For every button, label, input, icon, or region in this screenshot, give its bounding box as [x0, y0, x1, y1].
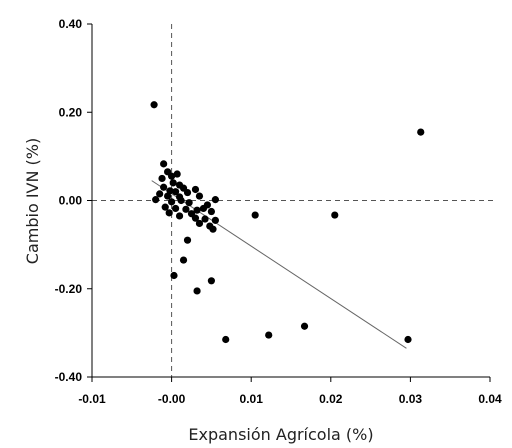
- tick-labels: -0.01 -0.00 0.01 0.02 0.03 0.04 -0.40 -0.20 0.00…: [55, 17, 502, 406]
- data-point: [195, 219, 204, 228]
- data-point: [169, 179, 177, 187]
- data-point: [211, 196, 219, 204]
- data-point: [265, 331, 273, 339]
- data-point: [170, 271, 178, 280]
- x-axis-title: Expansión Agrícola (%): [188, 425, 373, 444]
- data-point: [173, 170, 181, 178]
- axes: [87, 23, 491, 382]
- data-point: [209, 225, 217, 233]
- data-point: [177, 196, 185, 205]
- data-point: [171, 204, 180, 213]
- data-point: [193, 287, 201, 295]
- data-point: [165, 209, 173, 217]
- data-point: [152, 196, 160, 204]
- data-point: [191, 185, 200, 194]
- data-point: [182, 205, 190, 213]
- data-point: [404, 335, 412, 344]
- y-tick-label: -0.40: [55, 370, 83, 384]
- y-tick-label: 0.00: [59, 194, 83, 208]
- y-tick-label: 0.40: [59, 17, 83, 31]
- x-tick-label: -0.00: [158, 392, 186, 406]
- data-point: [199, 204, 208, 213]
- data-point: [211, 216, 219, 224]
- data-point: [164, 192, 172, 200]
- data-points: [150, 101, 425, 344]
- data-point: [191, 214, 200, 222]
- y-axis-title: Cambio IVN (%): [23, 138, 42, 264]
- data-point: [331, 211, 339, 219]
- data-point: [183, 188, 192, 197]
- data-point: [150, 101, 158, 109]
- data-point: [160, 183, 168, 191]
- data-point: [195, 192, 204, 200]
- data-point: [300, 322, 309, 330]
- x-tick-label: 0.03: [399, 392, 423, 406]
- data-point: [156, 190, 164, 198]
- data-point: [160, 160, 168, 168]
- data-point: [193, 206, 201, 214]
- data-point: [175, 212, 184, 220]
- data-point: [158, 174, 166, 183]
- x-tick-label: 0.01: [240, 392, 264, 406]
- reference-lines: [92, 24, 496, 377]
- data-point: [161, 203, 169, 211]
- data-point: [179, 256, 188, 264]
- x-tick-label: 0.02: [319, 392, 343, 406]
- data-point: [185, 199, 193, 207]
- data-point: [222, 335, 230, 344]
- x-tick-label: -0.01: [78, 392, 106, 406]
- data-point: [183, 236, 192, 244]
- data-point: [207, 207, 215, 216]
- data-point: [171, 188, 180, 196]
- y-tick-label: 0.20: [59, 105, 83, 119]
- data-point: [201, 215, 209, 223]
- data-point: [207, 277, 215, 285]
- data-point: [168, 172, 176, 180]
- data-point: [417, 128, 425, 136]
- data-point: [251, 211, 259, 219]
- x-tick-label: 0.04: [478, 392, 502, 406]
- y-tick-label: -0.20: [55, 282, 83, 296]
- data-point: [168, 198, 176, 206]
